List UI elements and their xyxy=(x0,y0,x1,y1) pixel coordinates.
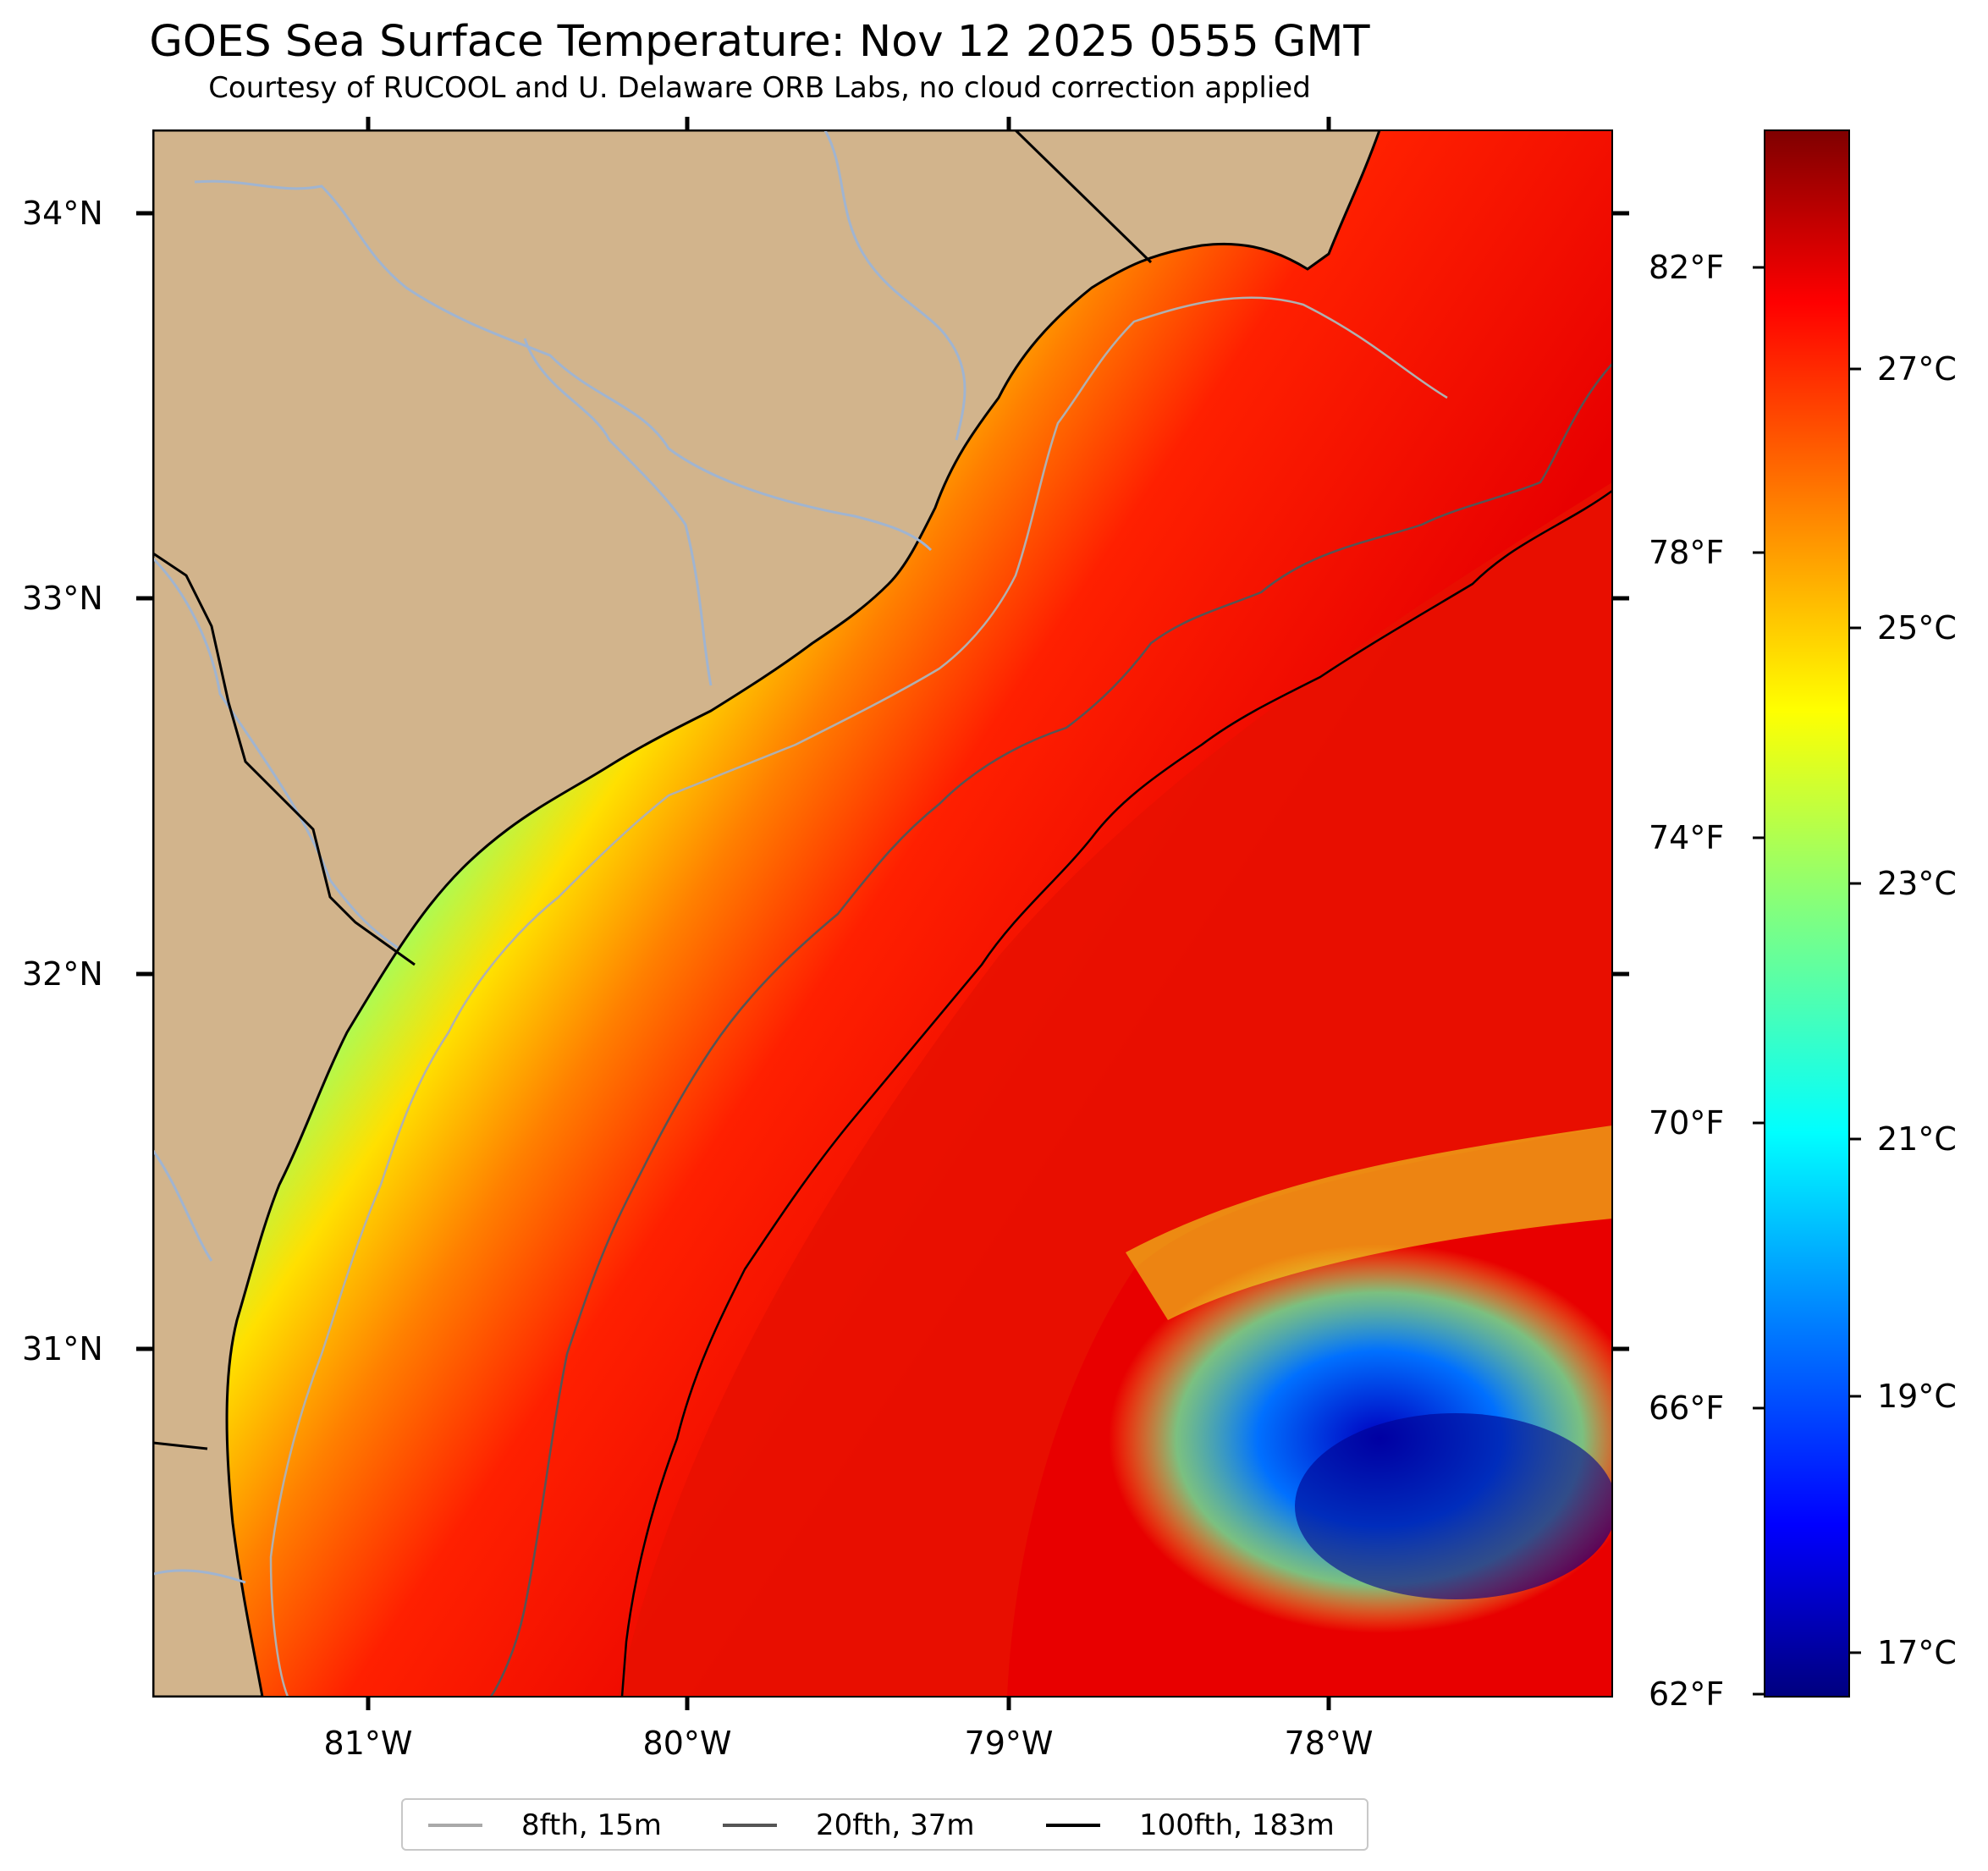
lon-label-80w: 80°W xyxy=(642,1725,732,1762)
cool-eddy-core xyxy=(1295,1413,1612,1599)
lat-label-34n: 34°N xyxy=(22,195,103,232)
legend-swatch-20fth xyxy=(723,1824,777,1827)
legend-label-8fth: 8fth, 15m xyxy=(521,1808,662,1842)
lon-label-78w: 78°W xyxy=(1284,1725,1374,1762)
colorbar-label-17c: 17°C xyxy=(1877,1634,1957,1671)
colorbar-label-21c: 21°C xyxy=(1877,1120,1957,1158)
lon-label-81w: 81°W xyxy=(323,1725,413,1762)
river-savannah xyxy=(153,557,399,949)
legend-label-100fth: 100fth, 183m xyxy=(1139,1808,1335,1842)
colorbar-label-70f: 70°F xyxy=(1649,1104,1725,1142)
map-frame xyxy=(152,129,1613,1698)
colorbar-label-25c: 25°C xyxy=(1877,609,1957,647)
colorbar-label-27c: 27°C xyxy=(1877,350,1957,388)
isobaths xyxy=(269,296,1612,1697)
legend-label-20fth: 20fth, 37m xyxy=(816,1808,975,1842)
colorbar-label-23c: 23°C xyxy=(1877,865,1957,902)
river-altamaha xyxy=(153,1150,213,1262)
colorbar xyxy=(1764,129,1850,1698)
river-pee-dee xyxy=(194,179,933,552)
sst-map xyxy=(153,130,1612,1697)
land xyxy=(153,130,1381,1697)
legend-swatch-100fth xyxy=(1046,1824,1100,1827)
isobath-20fth xyxy=(489,363,1612,1697)
colorbar-label-19c: 19°C xyxy=(1877,1378,1957,1415)
lat-label-32n: 32°N xyxy=(22,955,103,993)
border-ga-fl xyxy=(153,1441,208,1450)
state-borders xyxy=(153,130,1153,1450)
river-santee xyxy=(523,338,713,686)
major-ticks xyxy=(136,117,1629,1710)
rivers xyxy=(153,130,966,1584)
map-title: GOES Sea Surface Temperature: Nov 12 202… xyxy=(149,17,1370,67)
colorbar-ticks xyxy=(1753,266,1861,1696)
colorbar-label-74f: 74°F xyxy=(1649,819,1725,856)
map-subtitle: Courtesy of RUCOOL and U. Delaware ORB L… xyxy=(208,71,1311,105)
lat-label-33n: 33°N xyxy=(22,580,103,617)
colorbar-label-78f: 78°F xyxy=(1649,534,1725,571)
colorbar-label-66f: 66°F xyxy=(1649,1389,1725,1427)
river-st-marys xyxy=(153,1569,246,1584)
colorbar-label-82f: 82°F xyxy=(1649,249,1725,286)
isobath-8fth xyxy=(269,296,1448,1697)
border-nc-sc xyxy=(1014,130,1153,264)
isobath-legend: 8fth, 15m 20fth, 37m 100fth, 183m xyxy=(401,1798,1368,1851)
river-waccamaw xyxy=(823,130,966,441)
gulf-stream-core xyxy=(618,482,1612,1697)
frontal-band xyxy=(1126,1125,1612,1320)
lon-label-79w: 79°W xyxy=(964,1725,1054,1762)
border-sc-ga xyxy=(153,552,416,966)
lat-label-31n: 31°N xyxy=(22,1330,103,1367)
isobath-100fth xyxy=(620,489,1612,1697)
legend-swatch-8fth xyxy=(428,1824,482,1827)
colorbar-label-62f: 62°F xyxy=(1649,1676,1725,1713)
